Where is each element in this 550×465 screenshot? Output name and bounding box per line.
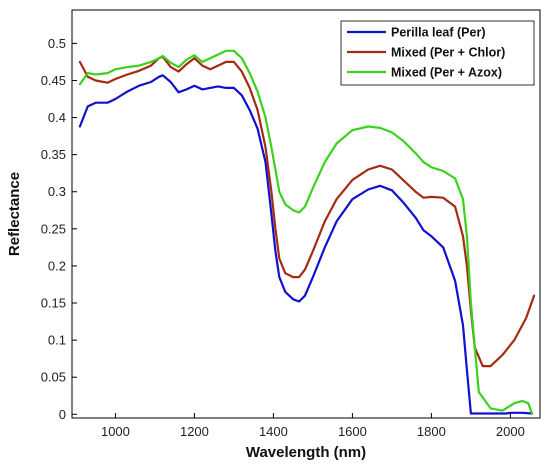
y-tick-label: 0.1: [48, 333, 66, 348]
x-axis-title: Wavelength (nm): [246, 444, 366, 461]
legend-items: Perilla leaf (Per) Mixed (Per + Chlor) Mix…: [347, 26, 505, 80]
x-tick-label: 2000: [496, 424, 525, 439]
plot-frame: [71, 9, 541, 419]
y-tick-label: 0: [59, 407, 66, 422]
series-line-1: [78, 74, 534, 415]
y-tick-label: 0.15: [41, 296, 66, 311]
x-tick-label: 1600: [338, 424, 367, 439]
y-axis: 0 0.05 0.1 0.15 0.2 0.25 0.3 0.35 0.4 0.45 0.5: [41, 36, 77, 422]
y-axis-title: Reflectance: [6, 172, 23, 256]
x-axis: 1000 1200 1400 1600 1800 2000: [101, 413, 525, 439]
y-tick-label: 0.45: [41, 73, 66, 88]
y-tick-label: 0.35: [41, 147, 66, 162]
x-tick-label: 1000: [101, 424, 130, 439]
x-tick-label: 1800: [417, 424, 446, 439]
x-tick-label: 1200: [180, 424, 209, 439]
legend-label: Mixed (Per + Azox): [391, 66, 502, 80]
series-layer: [78, 49, 536, 415]
legend-label: Mixed (Per + Chlor): [391, 46, 505, 60]
y-tick-label: 0.5: [48, 36, 66, 51]
legend: Perilla leaf (Per) Mixed (Per + Chlor) Mix…: [340, 20, 535, 86]
y-tick-label: 0.25: [41, 221, 66, 236]
series-line-3: [78, 49, 534, 415]
y-tick-label: 0.05: [41, 370, 66, 385]
y-tick-label: 0.3: [48, 184, 66, 199]
x-tick-label: 1400: [259, 424, 288, 439]
legend-label: Perilla leaf (Per): [391, 26, 486, 40]
y-tick-label: 0.2: [48, 258, 66, 273]
y-tick-label: 0.4: [48, 110, 66, 125]
